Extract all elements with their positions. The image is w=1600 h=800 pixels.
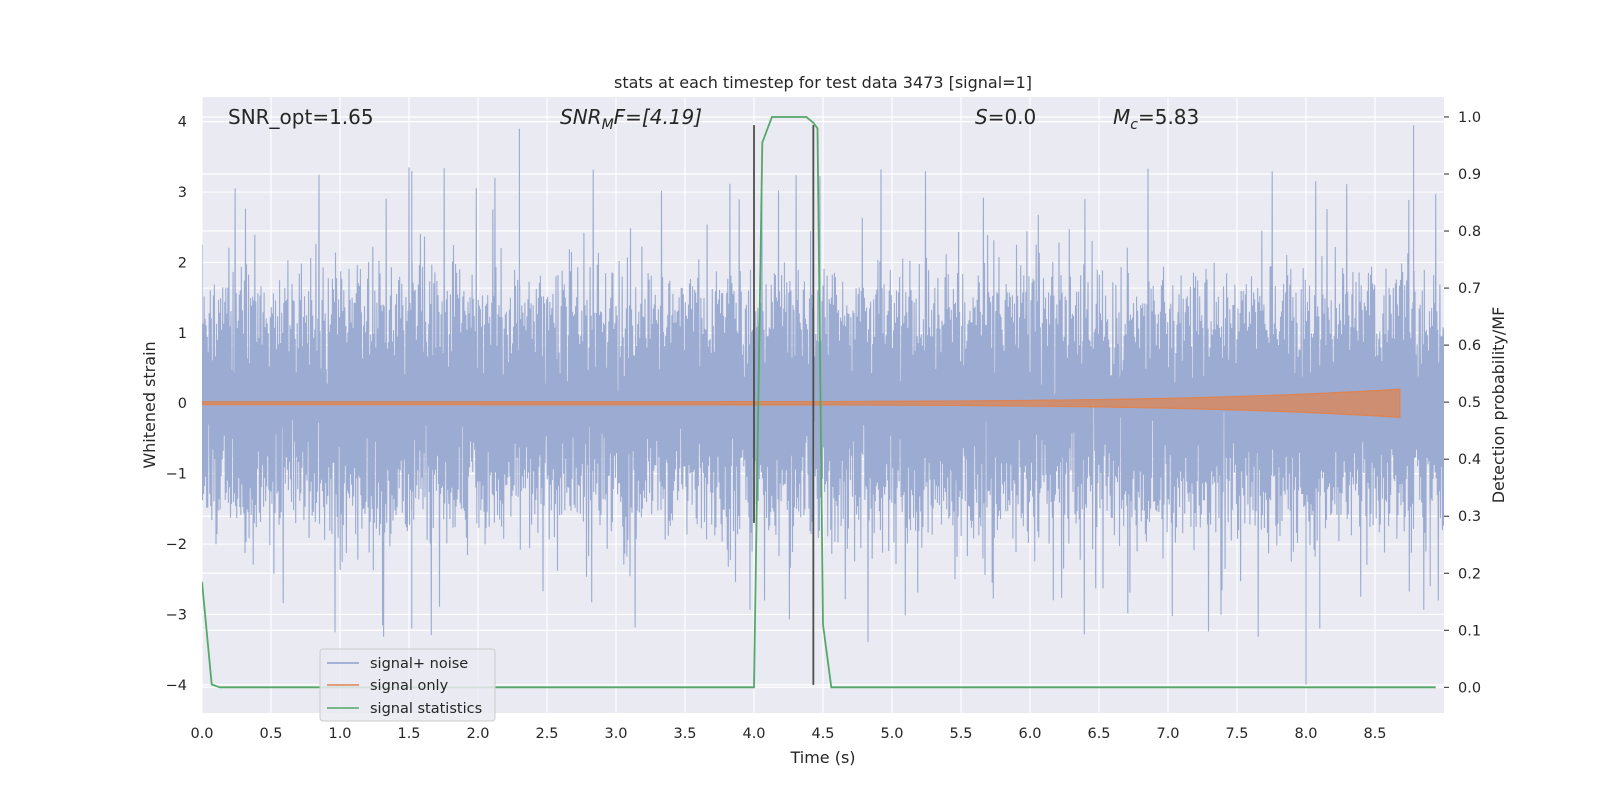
x-tick-label: 1.0 — [328, 726, 351, 742]
x-tick-label: 2.5 — [535, 726, 558, 742]
signal-plus-noise-series — [202, 125, 1444, 685]
annotation-snr-mf-prefix: SNR — [560, 105, 602, 129]
x-tick-labels: 0.0 0.5 1.0 1.5 2.0 2.5 3.0 3.5 4.0 4.5 5.0 5.5 6.0 6… — [190, 726, 1386, 742]
legend-box — [319, 648, 496, 722]
x-axis-label: Time (s) — [789, 748, 855, 767]
y-tick-labels: 4 3 2 1 0 −1 −2 −3 −4 — [166, 115, 187, 694]
x-tick-label: 5.5 — [949, 726, 972, 742]
y-tick-label: 2 — [178, 255, 187, 271]
y-axis-label: Whitened strain — [140, 341, 159, 468]
y2-tick-label: 0.9 — [1458, 167, 1481, 183]
y2-tick-label: 0.6 — [1458, 338, 1481, 354]
y2-tick-label: 0.2 — [1458, 566, 1481, 582]
y-tick-label: 4 — [178, 115, 187, 131]
x-tick-label: 3.0 — [604, 726, 627, 742]
x-tick-label: 5.0 — [880, 726, 903, 742]
annotation-mc-symbol: M — [1113, 105, 1130, 129]
annotation-snr-mf-suffix: F=[4.19] — [614, 105, 702, 129]
x-tick-label: 7.5 — [1225, 726, 1248, 742]
x-tick-label: 6.5 — [1087, 726, 1110, 742]
signal-only-chirp — [202, 388, 1401, 418]
x-tick-label: 0.0 — [190, 726, 213, 742]
y2-tick-label: 0.1 — [1458, 623, 1481, 639]
y2-tick-labels: 1.0 0.9 0.8 0.7 0.6 0.5 0.4 0.3 0.2 0.1 0.0 — [1444, 110, 1481, 696]
y2-tick-label: 0.3 — [1458, 509, 1481, 525]
annotation-mc-value: =5.83 — [1138, 105, 1199, 129]
chart-title: stats at each timestep for test data 347… — [614, 73, 1032, 92]
y-tick-label: 0 — [178, 396, 187, 412]
annotation-snr-opt: SNR_opt=1.65 — [228, 105, 374, 129]
y2-tick-label: 1.0 — [1458, 110, 1481, 126]
annotation-s: S=0.0 — [975, 105, 1036, 129]
y2-tick-label: 0.0 — [1458, 680, 1481, 696]
y-tick-label: 3 — [178, 185, 187, 201]
annotation-mc: Mc=5.83 — [1113, 105, 1199, 133]
y2-axis-label: Detection probability/MF — [1489, 307, 1508, 504]
x-tick-label: 4.5 — [811, 726, 834, 742]
x-tick-label: 8.0 — [1294, 726, 1317, 742]
y-tick-label: −2 — [166, 537, 187, 553]
annotation-s-value: =0.0 — [988, 105, 1037, 129]
x-tick-label: 2.0 — [466, 726, 489, 742]
x-tick-label: 7.0 — [1156, 726, 1179, 742]
event-markers — [753, 125, 815, 685]
x-tick-label: 0.5 — [259, 726, 282, 742]
annotation-mc-sub: c — [1130, 117, 1138, 133]
x-tick-label: 3.5 — [673, 726, 696, 742]
annotation-snr-mf: SNRMF=[4.19] — [560, 105, 702, 133]
signal-plus-noise-line — [202, 125, 1444, 685]
legend-label-signal-statistics: signal statistics — [370, 701, 482, 717]
y-tick-label: −1 — [166, 467, 187, 483]
legend-label-signal-noise: signal+ noise — [370, 656, 468, 672]
y-tick-label: −3 — [166, 607, 187, 623]
y2-tick-label: 0.5 — [1458, 395, 1481, 411]
legend-label-signal-only: signal only — [370, 678, 449, 694]
x-tick-label: 6.0 — [1018, 726, 1041, 742]
signal-only-series — [202, 388, 1401, 418]
x-tick-label: 8.5 — [1363, 726, 1386, 742]
x-tick-label: 4.0 — [742, 726, 765, 742]
y-tick-label: −4 — [166, 678, 187, 694]
x-tick-label: 1.5 — [397, 726, 420, 742]
annotation-snr-mf-sub: M — [602, 117, 614, 133]
y2-tick-label: 0.7 — [1458, 281, 1481, 297]
annotation-s-symbol: S — [975, 105, 988, 129]
y2-tick-label: 0.8 — [1458, 224, 1481, 240]
legend: signal+ noise signal only signal statist… — [319, 648, 496, 722]
y-tick-label: 1 — [178, 326, 187, 342]
y2-tick-label: 0.4 — [1458, 452, 1481, 468]
